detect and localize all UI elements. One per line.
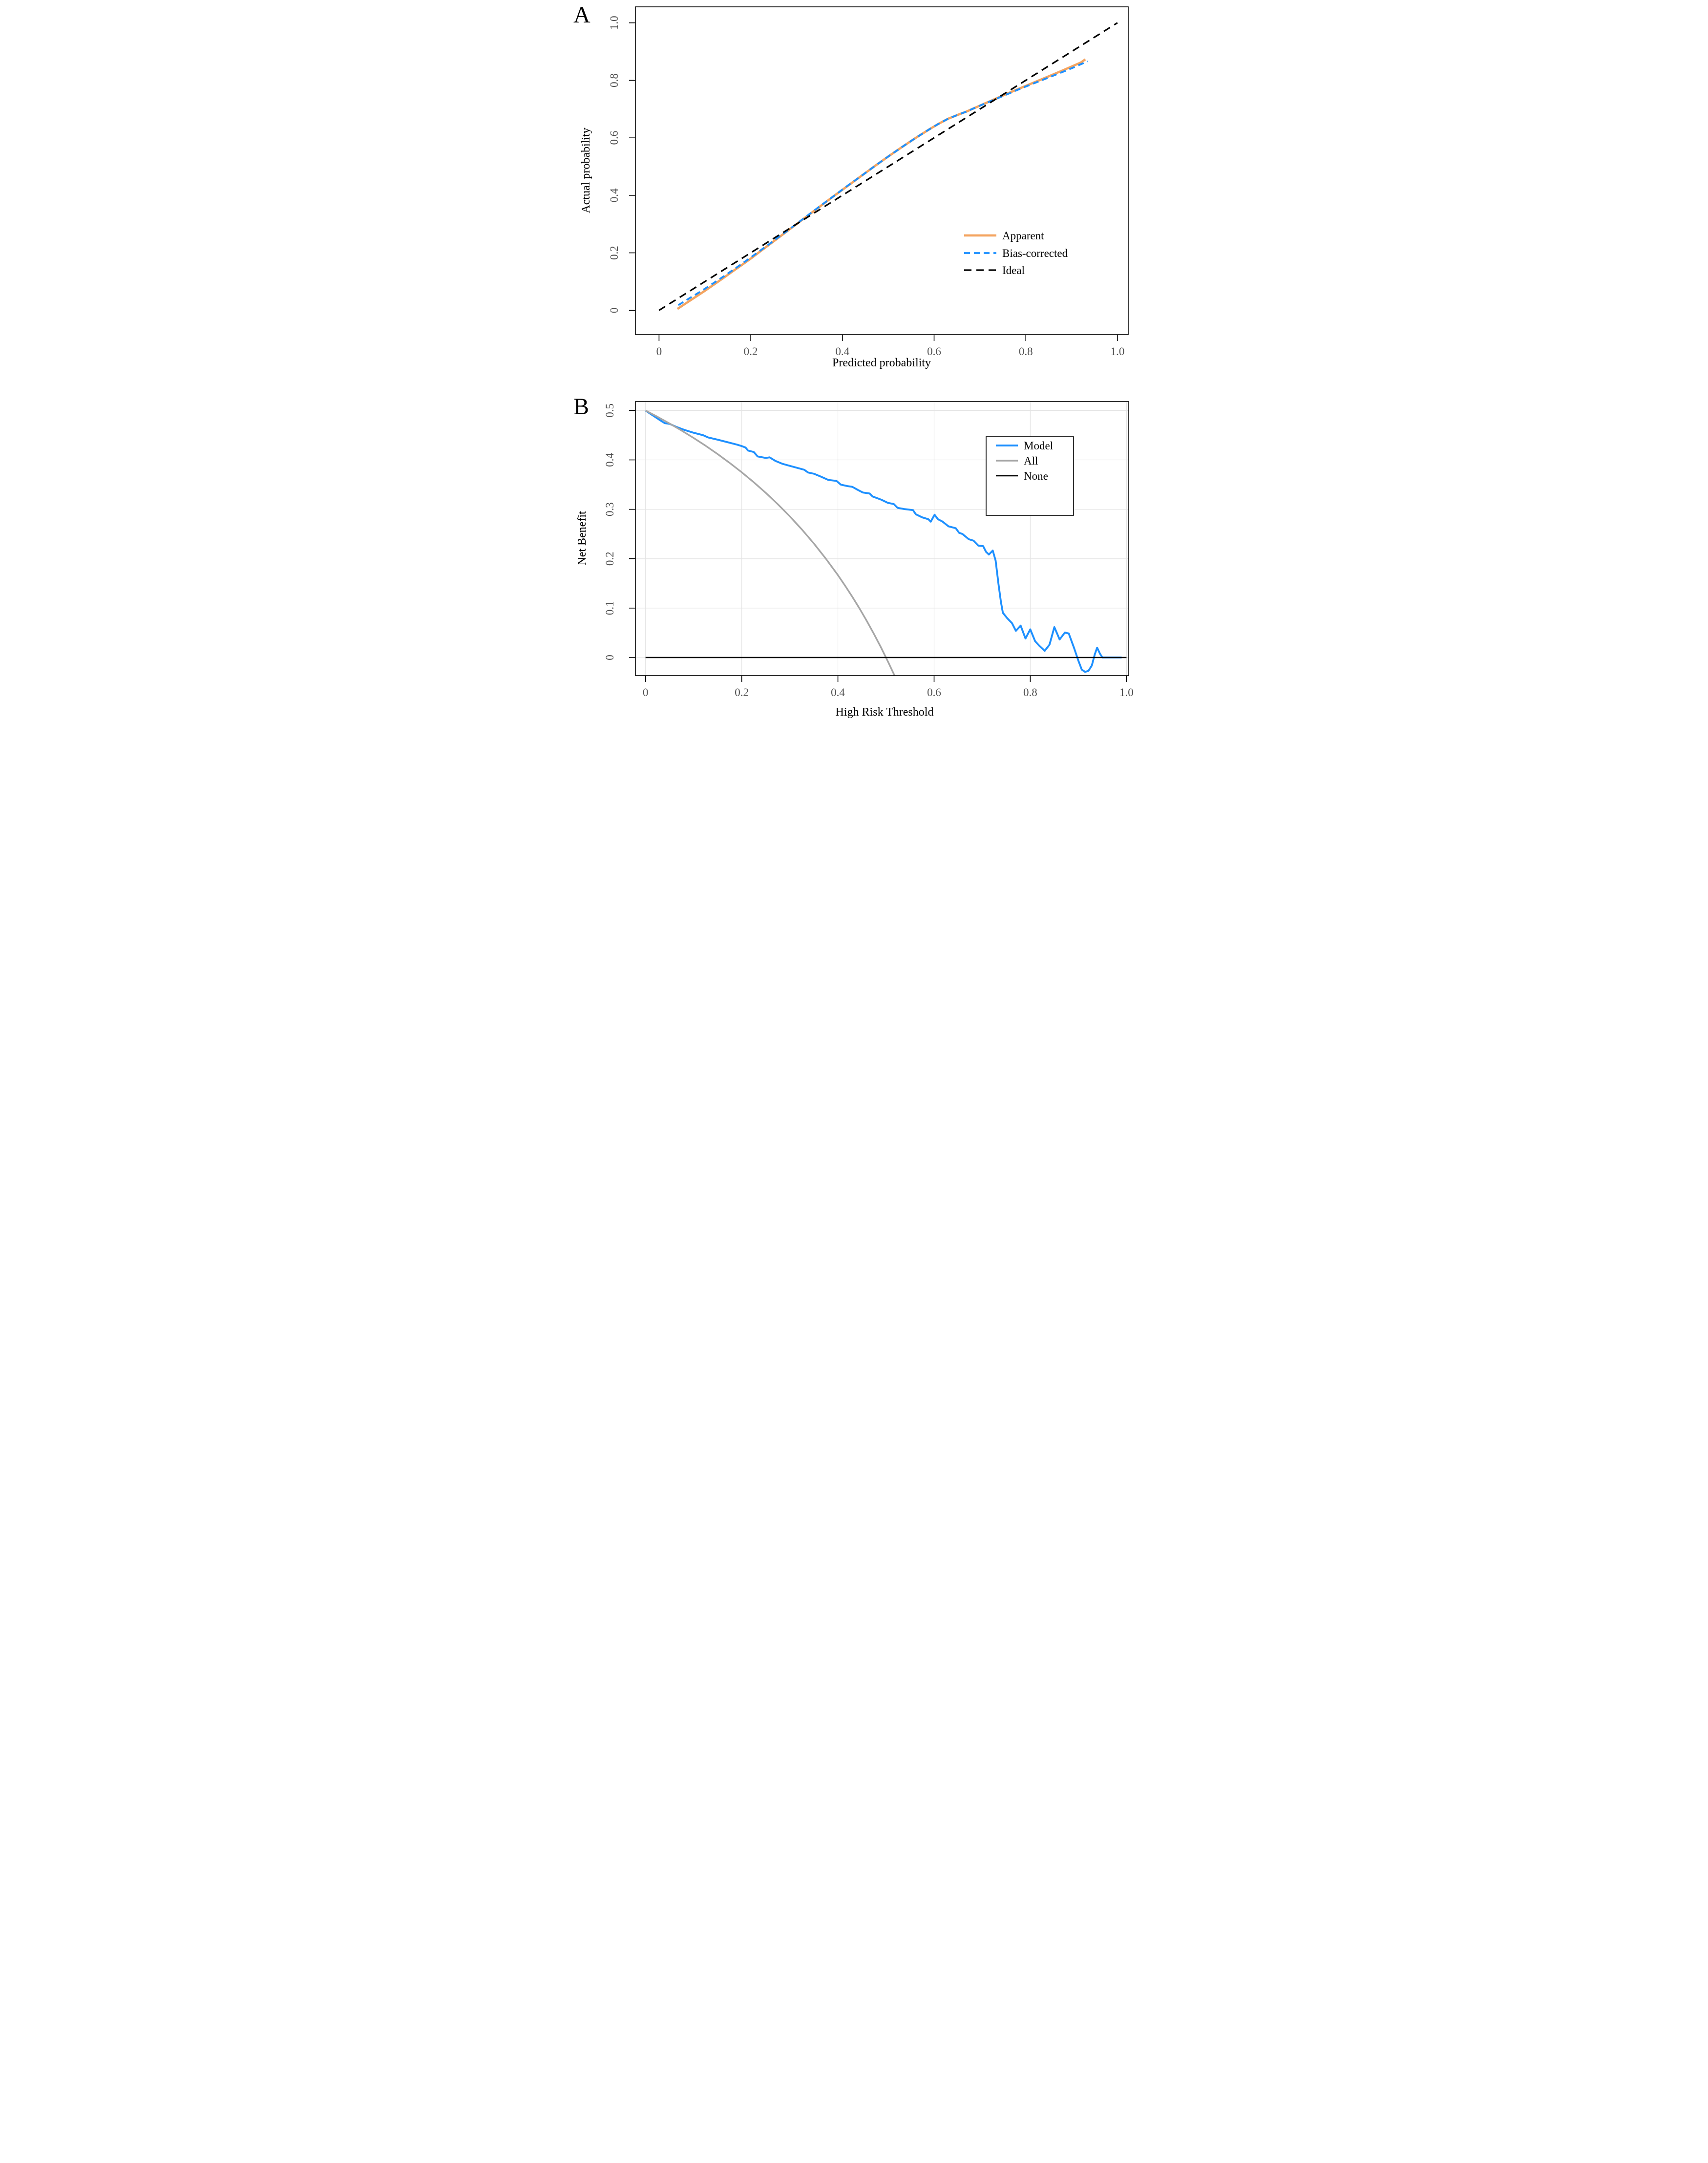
panel-b: 0 0.2 0.4 0.6 0.8 1.0 0 0.1 0.2 0.3 0.4 0.5 High Ris… bbox=[573, 394, 1134, 719]
panel-a: 0 0.2 0.4 0.6 0.8 1.0 0 0.2 0.4 0.6 0.8 1.0 Predicte… bbox=[573, 2, 1129, 369]
panel-a-x-tick-label: 0.2 bbox=[743, 345, 758, 358]
panel-a-series bbox=[658, 22, 1118, 311]
panel-a-y-tick-label: 0.2 bbox=[608, 246, 620, 260]
panel-b-letter: B bbox=[573, 394, 589, 420]
calibration-and-decision-curve-figure: 0 0.2 0.4 0.6 0.8 1.0 0 0.2 0.4 0.6 0.8 1.0 Predicte… bbox=[573, 2, 1134, 719]
panel-a-x-tick-label: 1.0 bbox=[1110, 345, 1124, 358]
panel-b-legend-label-none: None bbox=[1024, 470, 1048, 482]
panel-a-bias-corrected-line bbox=[677, 60, 1088, 306]
panel-b-x-tick-label: 0.2 bbox=[735, 686, 749, 699]
panel-a-legend-label-bias-corrected: Bias-corrected bbox=[1002, 247, 1068, 259]
panel-b-x-axis-title: High Risk Threshold bbox=[835, 706, 933, 719]
panel-a-plot-box bbox=[634, 6, 1129, 335]
panel-a-legend: Apparent Bias-corrected Ideal bbox=[964, 230, 1068, 276]
panel-a-legend-label-apparent: Apparent bbox=[1002, 230, 1044, 242]
panel-a-legend-label-ideal: Ideal bbox=[1002, 264, 1025, 276]
panel-a-letter: A bbox=[573, 2, 590, 28]
panel-b-legend-label-all: All bbox=[1024, 455, 1038, 467]
panel-b-legend-label-model: Model bbox=[1024, 440, 1053, 452]
panel-a-y-tick-label: 0.8 bbox=[608, 73, 620, 87]
panel-b-y-tick-label: 0.5 bbox=[604, 403, 616, 418]
panel-b-x-tick-label: 0.6 bbox=[927, 686, 941, 699]
panel-a-y-tick-label: 1.0 bbox=[608, 16, 620, 30]
panel-b-y-tick-label: 0 bbox=[604, 655, 616, 660]
panel-b-x-tick-label: 0 bbox=[642, 686, 648, 699]
panel-b-y-tick-label: 0.1 bbox=[604, 601, 616, 615]
panel-b-x-tick-label: 0.4 bbox=[831, 686, 845, 699]
panel-a-x-tick-label: 0.8 bbox=[1018, 345, 1033, 358]
page: { "figure": { "background": "#FFFFFF", "… bbox=[0, 0, 1708, 721]
panel-b-plot-box bbox=[634, 401, 1129, 676]
panel-a-y-tick-label: 0 bbox=[608, 308, 620, 314]
panel-a-x-tick-label: 0 bbox=[656, 345, 662, 358]
panel-a-ideal-line bbox=[658, 22, 1118, 311]
panel-b-y-tick-label: 0.2 bbox=[604, 551, 616, 566]
panel-b-all-line bbox=[645, 409, 895, 676]
panel-b-x-tick-label: 0.8 bbox=[1023, 686, 1037, 699]
panel-b-legend: Model All None bbox=[985, 436, 1074, 516]
panel-a-x-tick-label: 0.4 bbox=[835, 345, 849, 358]
panel-a-y-tick-label: 0.4 bbox=[608, 188, 620, 202]
panel-a-x-axis-title: Predicted probability bbox=[832, 357, 931, 369]
panel-a-x-tick-label: 0.6 bbox=[927, 345, 941, 358]
panel-b-y-tick-label: 0.4 bbox=[604, 453, 616, 467]
panel-a-y-tick-label: 0.6 bbox=[608, 131, 620, 145]
panel-b-x-tick-label: 1.0 bbox=[1119, 686, 1133, 699]
panel-b-model-line bbox=[645, 409, 1121, 673]
panel-a-y-axis-title: Actual probability bbox=[580, 127, 592, 213]
panel-b-y-tick-label: 0.3 bbox=[604, 502, 616, 516]
panel-b-y-axis-title: Net Benefit bbox=[576, 511, 589, 566]
figure: 0 0.2 0.4 0.6 0.8 1.0 0 0.2 0.4 0.6 0.8 1.0 Predicte… bbox=[569, 0, 1139, 721]
panel-b-series bbox=[645, 409, 1126, 676]
